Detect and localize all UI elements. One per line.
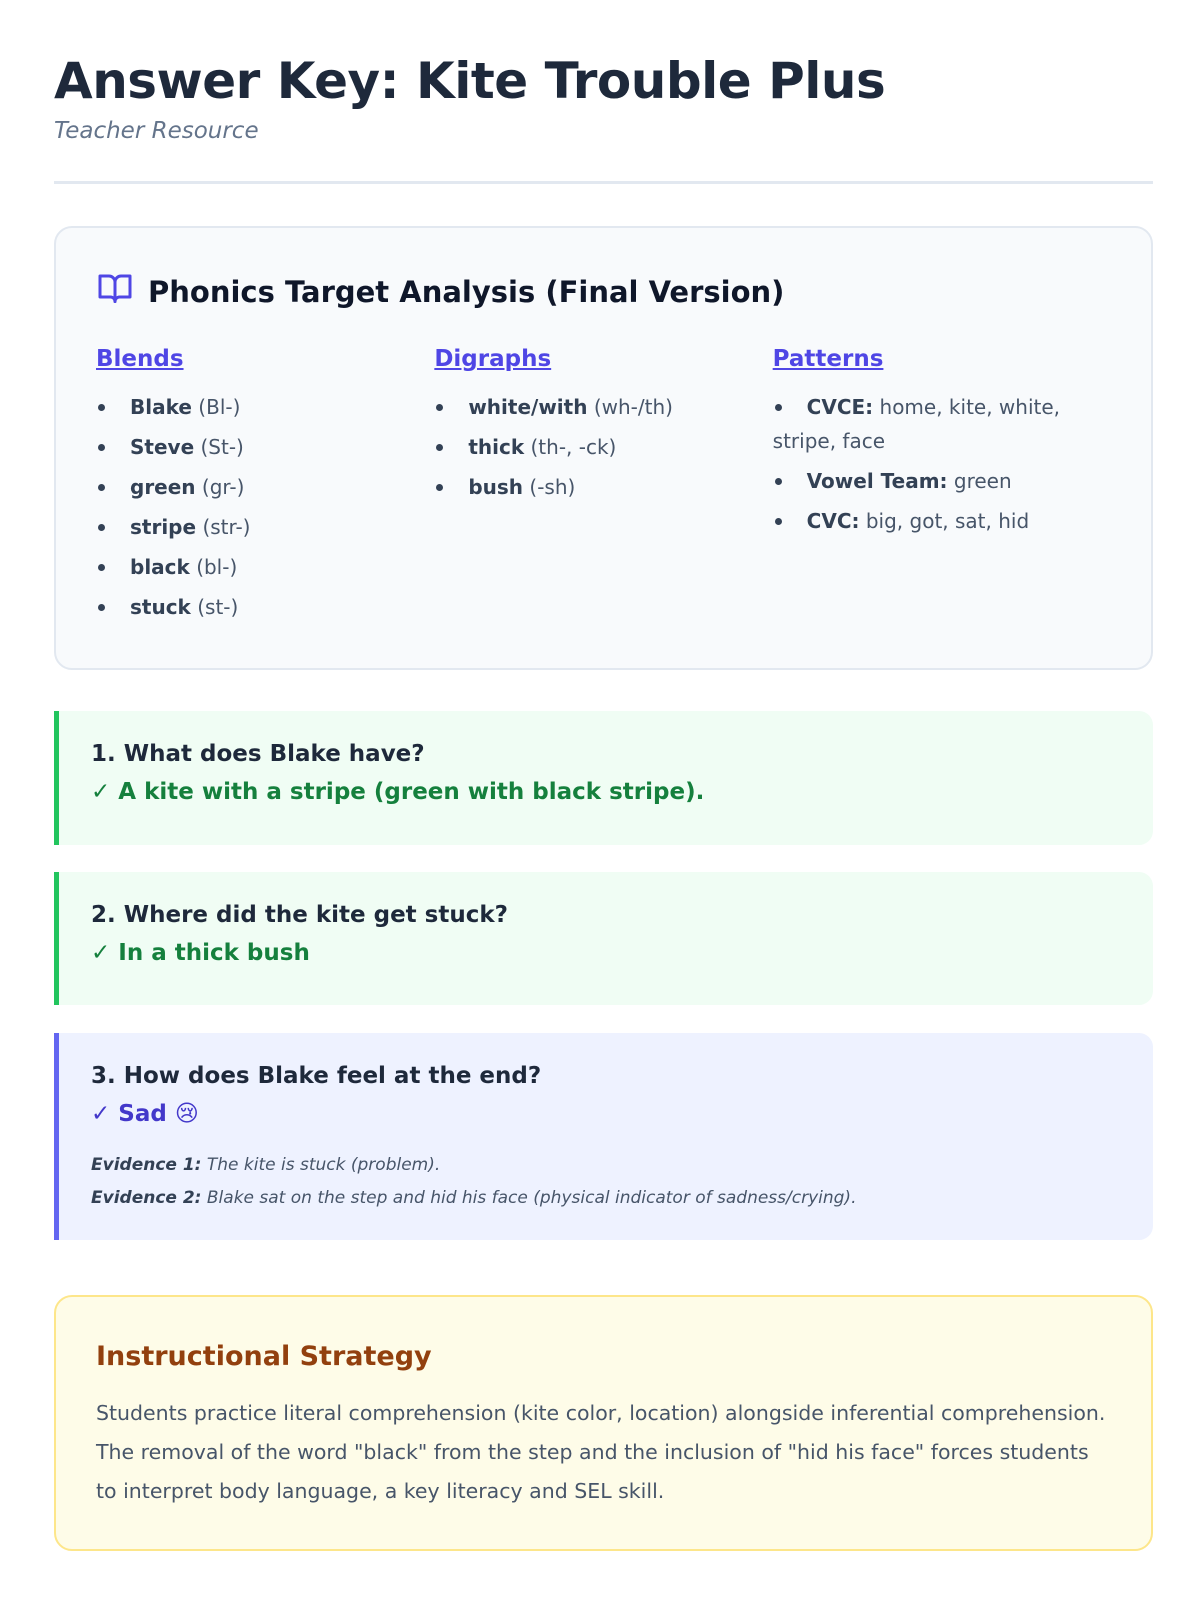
strategy-card: Instructional Strategy Students practice… xyxy=(54,1295,1153,1551)
question-text: 1. What does Blake have? xyxy=(91,741,425,767)
question-text: 3. How does Blake feel at the end? xyxy=(91,1063,542,1089)
column-heading-patterns[interactable]: Patterns xyxy=(772,346,884,372)
evidence-item: Evidence 2: Blake sat on the step and hi… xyxy=(91,1188,857,1208)
page-subtitle: Teacher Resource xyxy=(54,118,259,144)
column-digraphs: Digraphs white/with (wh-/th) thick (th-,… xyxy=(434,346,772,630)
strategy-body: Students practice literal comprehension … xyxy=(96,1401,1106,1503)
question-card-1: 1. What does Blake have? ✓ A kite with a… xyxy=(54,711,1153,845)
column-patterns: Patterns CVCE: home, kite, white, stripe… xyxy=(773,346,1111,630)
divider xyxy=(54,181,1153,184)
phonics-heading: Phonics Target Analysis (Final Version) xyxy=(96,270,784,313)
answer-text: ✓ In a thick bush xyxy=(91,940,310,966)
list-item: Steve (St-) xyxy=(96,430,434,464)
book-open-icon xyxy=(96,270,134,313)
list-item: CVC: big, got, sat, hid xyxy=(773,504,1111,538)
question-card-2: 2. Where did the kite get stuck? ✓ In a … xyxy=(54,872,1153,1005)
list-item: Blake (Bl-) xyxy=(96,390,434,424)
list-item: Vowel Team: green xyxy=(773,464,1111,498)
phonics-card: Phonics Target Analysis (Final Version) … xyxy=(54,226,1153,670)
evidence-item: Evidence 1: The kite is stuck (problem). xyxy=(91,1155,441,1175)
column-heading-blends[interactable]: Blends xyxy=(96,346,184,372)
page-title: Answer Key: Kite Trouble Plus xyxy=(54,52,886,110)
answer-text: ✓ Sad 😢 xyxy=(91,1101,199,1127)
column-heading-digraphs[interactable]: Digraphs xyxy=(434,346,552,372)
question-card-3: 3. How does Blake feel at the end? ✓ Sad… xyxy=(54,1033,1153,1240)
list-item: black (bl-) xyxy=(96,550,434,584)
answer-text: ✓ A kite with a stripe (green with black… xyxy=(91,779,705,805)
list-item: green (gr-) xyxy=(96,470,434,504)
list-item: white/with (wh-/th) xyxy=(434,390,772,424)
list-item: CVCE: home, kite, white, stripe, face xyxy=(773,390,1111,458)
evidence-list: Evidence 1: The kite is stuck (problem).… xyxy=(91,1149,1121,1215)
strategy-title: Instructional Strategy xyxy=(96,1341,432,1372)
question-text: 2. Where did the kite get stuck? xyxy=(91,902,509,928)
list-item: stuck (st-) xyxy=(96,590,434,624)
column-blends: Blends Blake (Bl-) Steve (St-) green (gr… xyxy=(96,346,434,630)
list-item: stripe (str-) xyxy=(96,510,434,544)
list-item: thick (th-, -ck) xyxy=(434,430,772,464)
list-item: bush (-sh) xyxy=(434,470,772,504)
